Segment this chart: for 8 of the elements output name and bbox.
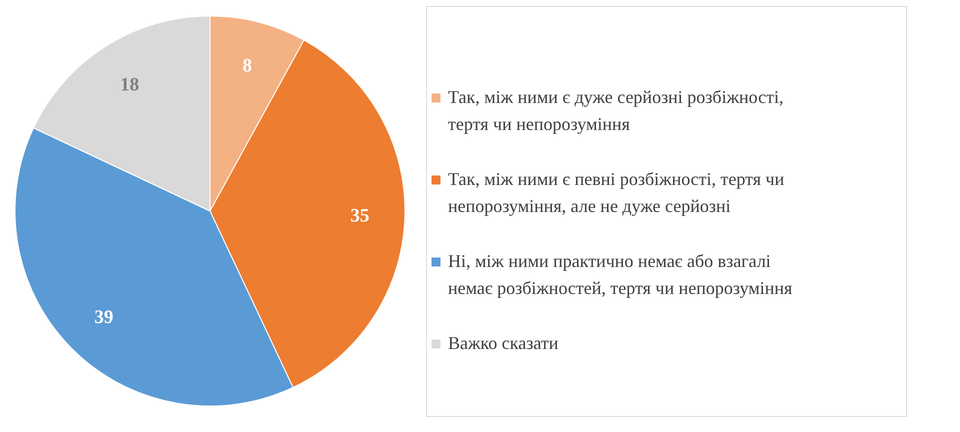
data-label: 8 [242, 56, 252, 77]
legend-label: Так, між ними є дуже серйозні розбіжності, тертя чи непорозуміння [448, 87, 784, 134]
legend-label: Важко сказати [448, 333, 559, 353]
legend-label: Ні, між ними практично немає або взагалі немає розбіжностей, тертя чи непорозуміння [448, 251, 792, 298]
data-label: 35 [350, 206, 370, 227]
data-label: 18 [120, 74, 140, 96]
legend-label: Так, між ними є певні розбіжності, тертя чи непорозуміння, але не дуже серйозні [448, 169, 785, 216]
data-label: 39 [94, 307, 114, 328]
